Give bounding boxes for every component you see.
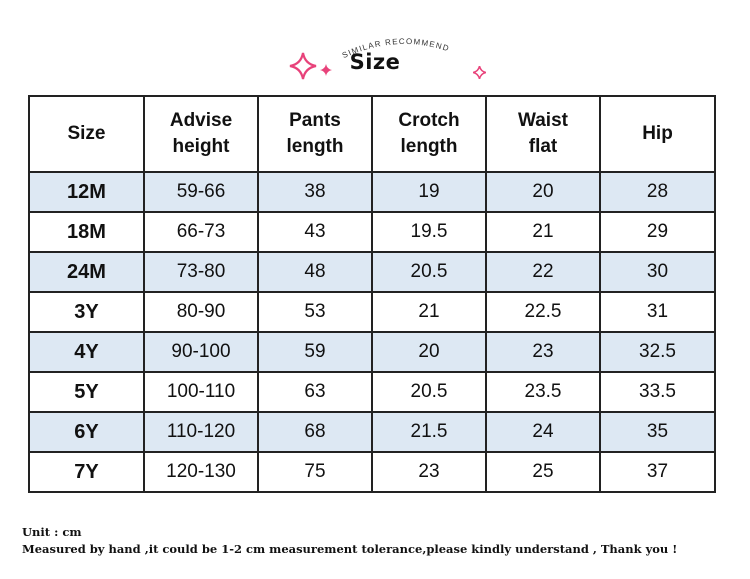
- small-sparkle-icon: [473, 66, 486, 79]
- table-cell: 32.5: [599, 331, 716, 373]
- header-line: Waist: [518, 110, 568, 131]
- table-cell: 20: [371, 331, 487, 373]
- subtitle-arc: SIMILAR RECOMMEND: [341, 37, 450, 60]
- table-cell: 100-110: [143, 371, 259, 413]
- table-cell: 48: [257, 251, 373, 293]
- size-cell: 18M: [28, 211, 145, 253]
- header-line: Advise: [169, 110, 233, 131]
- table-cell: 25: [485, 451, 601, 493]
- table-cell: 80-90: [143, 291, 259, 333]
- header-line: length: [286, 136, 344, 157]
- table-cell: 110-120: [143, 411, 259, 453]
- table-cell: 59-66: [143, 171, 259, 213]
- table-cell: 28: [599, 171, 716, 213]
- header-line: height: [172, 136, 230, 157]
- small-sparkle-icon: [320, 64, 332, 76]
- table-cell: 37: [599, 451, 716, 493]
- column-header-crotch-length: Crotch length: [371, 95, 487, 173]
- table-cell: 35: [599, 411, 716, 453]
- size-cell: 6Y: [28, 411, 145, 453]
- table-cell: 20: [485, 171, 601, 213]
- header-line: Size: [67, 123, 106, 144]
- page-title: Size: [349, 50, 401, 74]
- table-cell: 68: [257, 411, 373, 453]
- table-body: 12M 59-66 38 19 20 28 18M 66-73 43 19.5 21 29 24M 73-…: [28, 171, 716, 493]
- table-row: 6Y 110-120 68 21.5 24 35: [28, 411, 716, 453]
- header-line: Crotch: [398, 110, 460, 131]
- table-row: 3Y 80-90 53 21 22.5 31: [28, 291, 716, 333]
- column-header-hip: Hip: [599, 95, 716, 173]
- table-cell: 22.5: [485, 291, 601, 333]
- table-cell: 43: [257, 211, 373, 253]
- header-line: length: [400, 136, 458, 157]
- table-cell: 29: [599, 211, 716, 253]
- size-cell: 7Y: [28, 451, 145, 493]
- table-cell: 38: [257, 171, 373, 213]
- table-cell: 20.5: [371, 251, 487, 293]
- table-row: 7Y 120-130 75 23 25 37: [28, 451, 716, 493]
- size-cell: 3Y: [28, 291, 145, 333]
- table-cell: 31: [599, 291, 716, 333]
- page-header: SIMILAR RECOMMEND Size: [0, 0, 750, 95]
- table-cell: 75: [257, 451, 373, 493]
- table-cell: 24: [485, 411, 601, 453]
- size-chart-table: Size Advise height Pants length Crotch l…: [28, 95, 716, 493]
- table-cell: 23.5: [485, 371, 601, 413]
- large-sparkle-icon: [289, 52, 317, 80]
- table-cell: 66-73: [143, 211, 259, 253]
- table-cell: 19: [371, 171, 487, 213]
- table-row: 18M 66-73 43 19.5 21 29: [28, 211, 716, 253]
- size-cell: 4Y: [28, 331, 145, 373]
- table-row: 5Y 100-110 63 20.5 23.5 33.5: [28, 371, 716, 413]
- table-cell: 23: [371, 451, 487, 493]
- table-cell: 120-130: [143, 451, 259, 493]
- column-header-advise-height: Advise height: [143, 95, 259, 173]
- size-cell: 24M: [28, 251, 145, 293]
- unit-note: Unit : cm: [22, 525, 82, 539]
- size-cell: 12M: [28, 171, 145, 213]
- table-header-row: Size Advise height Pants length Crotch l…: [28, 95, 716, 173]
- table-cell: 90-100: [143, 331, 259, 373]
- header-line: flat: [528, 136, 558, 157]
- header-line: Hip: [642, 123, 673, 144]
- table-cell: 33.5: [599, 371, 716, 413]
- header-line: Pants: [289, 110, 341, 131]
- table-cell: 73-80: [143, 251, 259, 293]
- page-footer: Unit : cm Measured by hand ,it could be …: [22, 524, 742, 558]
- table-cell: 19.5: [371, 211, 487, 253]
- measurement-note: Measured by hand ,it could be 1-2 cm mea…: [22, 542, 678, 556]
- table-cell: 53: [257, 291, 373, 333]
- table-cell: 63: [257, 371, 373, 413]
- size-cell: 5Y: [28, 371, 145, 413]
- column-header-pants-length: Pants length: [257, 95, 373, 173]
- table-cell: 21: [371, 291, 487, 333]
- table-cell: 21.5: [371, 411, 487, 453]
- table-row: 12M 59-66 38 19 20 28: [28, 171, 716, 213]
- column-header-waist-flat: Waist flat: [485, 95, 601, 173]
- table-cell: 30: [599, 251, 716, 293]
- table-row: 4Y 90-100 59 20 23 32.5: [28, 331, 716, 373]
- column-header-size: Size: [28, 95, 145, 173]
- table-cell: 22: [485, 251, 601, 293]
- table-cell: 59: [257, 331, 373, 373]
- table-cell: 23: [485, 331, 601, 373]
- table-cell: 21: [485, 211, 601, 253]
- table-row: 24M 73-80 48 20.5 22 30: [28, 251, 716, 293]
- table-cell: 20.5: [371, 371, 487, 413]
